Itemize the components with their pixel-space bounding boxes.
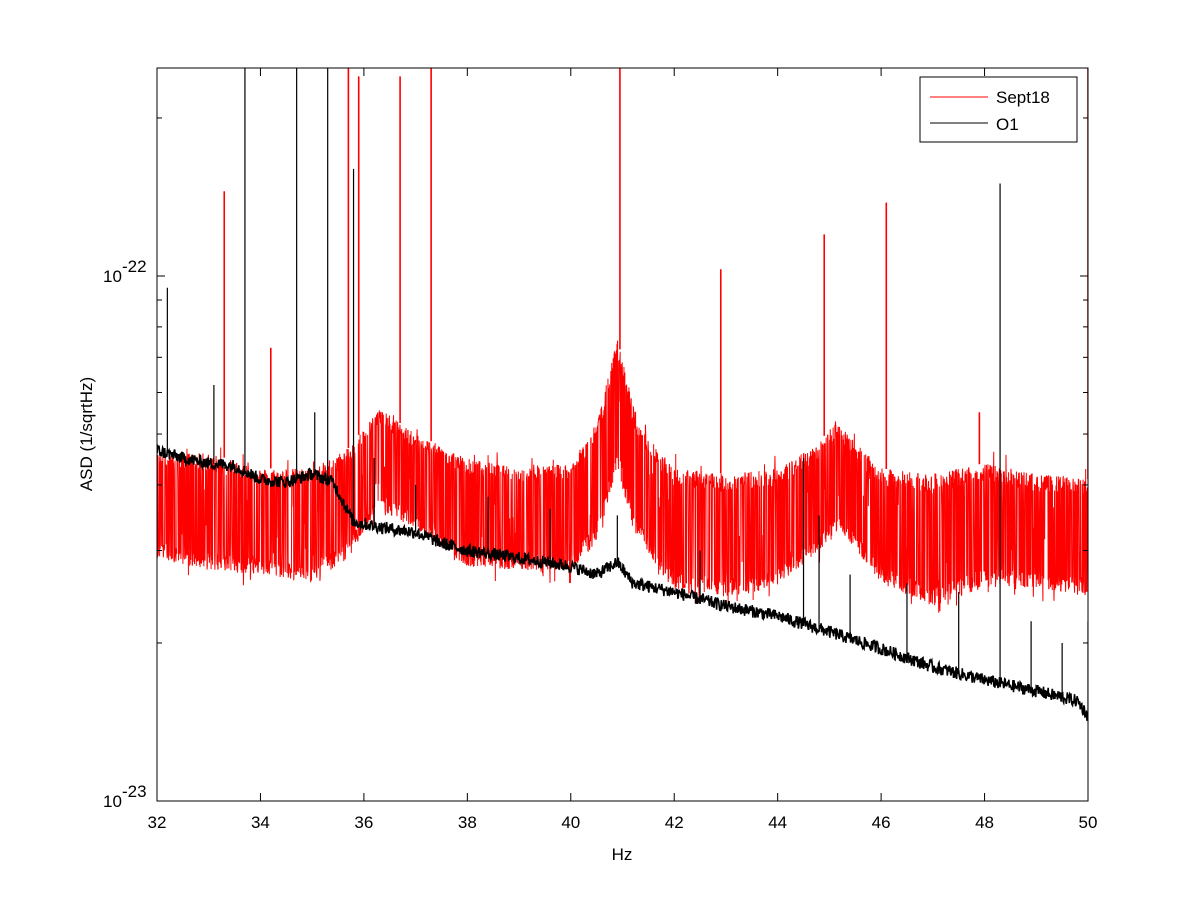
x-tick-label: 38 <box>458 813 477 832</box>
x-tick-label: 46 <box>872 813 891 832</box>
legend-box <box>919 76 1078 143</box>
y-tick-label-exponent: -23 <box>122 782 147 801</box>
legend: Sept18 O1 <box>919 76 1078 143</box>
x-axis-label: Hz <box>612 845 633 864</box>
x-tick-label: 36 <box>354 813 373 832</box>
x-tick-label: 42 <box>665 813 684 832</box>
y-tick-label-mantissa: 10 <box>103 267 122 286</box>
x-tick-label: 48 <box>975 813 994 832</box>
x-tick-label: 40 <box>561 813 580 832</box>
x-tick-label: 34 <box>251 813 270 832</box>
legend-label-o1: O1 <box>996 115 1019 134</box>
x-tick-label: 50 <box>1079 813 1098 832</box>
x-tick-label: 32 <box>148 813 167 832</box>
legend-label-sept18: Sept18 <box>996 88 1050 107</box>
series-layer <box>157 68 1088 721</box>
series-sept18-line <box>157 340 1088 613</box>
series-o1-line <box>157 444 1088 721</box>
y-tick-label-mantissa: 10 <box>103 792 122 811</box>
x-tick-label: 44 <box>768 813 787 832</box>
y-tick-label-exponent: -22 <box>122 257 147 276</box>
y-axis-label: ASD (1/sqrtHz) <box>77 377 96 491</box>
